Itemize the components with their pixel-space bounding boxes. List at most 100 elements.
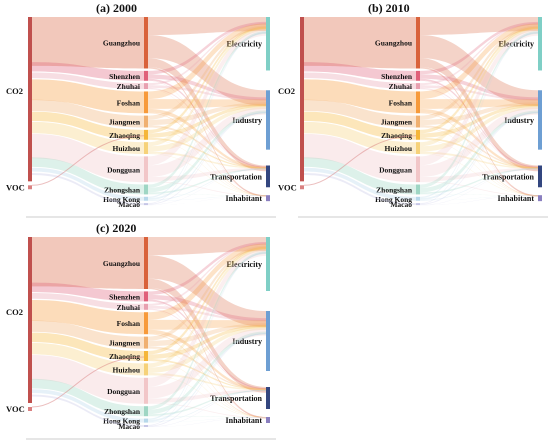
label-dongguan: Dongguan [107, 165, 141, 174]
flow-huizhou-industry [420, 105, 538, 152]
flow-co2-zhuhai [32, 72, 144, 90]
flow-zhongshan-inhabitant [420, 194, 538, 196]
label-transportation: Transportation [210, 172, 262, 181]
flow-co2-zhaoqing [32, 111, 144, 140]
label-foshan: Foshan [117, 319, 141, 328]
label-dongguan: Dongguan [107, 387, 141, 396]
label-inhabitant: Inhabitant [498, 194, 535, 203]
flow-zhaoqing-industry [148, 104, 266, 138]
flow-co2-zhongshan [32, 378, 144, 417]
flow-huizhou-transportation [148, 151, 266, 169]
label-shenzhen: Shenzhen [109, 292, 141, 301]
flow-guangzhou-industry [148, 35, 266, 106]
label-industry: Industry [232, 116, 262, 125]
node-zhaoqing [416, 129, 420, 140]
flow-guangzhou-electricity [420, 17, 538, 36]
flow-foshan-industry [148, 99, 266, 109]
node-jiangmen [144, 115, 148, 128]
label-macao: Macao [118, 422, 140, 431]
flow-co2-zhuhai [304, 72, 416, 90]
flow-huizhou-industry [148, 105, 266, 152]
label-foshan: Foshan [389, 98, 413, 107]
flow-shenzhen-industry [148, 294, 266, 322]
node-voc [28, 185, 32, 190]
label-co2: CO2 [6, 307, 23, 317]
panel-title-2010: (b) 2010 [368, 1, 410, 15]
label-industry: Industry [232, 337, 262, 346]
node-hong-kong [144, 196, 148, 201]
flow-co2-zhaoqing [304, 111, 416, 140]
node-zhuhai [144, 303, 148, 310]
flow-co2-guangzhou [304, 17, 416, 69]
flow-dongguan-transportation [420, 167, 538, 182]
node-macao [416, 203, 420, 206]
label-huizhou: Huizhou [384, 144, 412, 153]
node-hong-kong [144, 418, 148, 423]
flow-dongguan-inhabitant [420, 181, 538, 197]
flow-jiangmen-industry [148, 323, 266, 347]
label-zhaoqing: Zhaoqing [109, 352, 140, 361]
node-zhaoqing [144, 129, 148, 140]
flow-co2-huizhou [32, 121, 144, 155]
label-industry: Industry [504, 116, 534, 125]
label-co2: CO2 [6, 86, 23, 96]
label-electricity: Electricity [498, 40, 534, 49]
flow-dongguan-industry [148, 327, 266, 399]
panel-title-2000: (a) 2000 [96, 1, 137, 15]
flow-guangzhou-industry [148, 255, 266, 327]
flow-co2-huizhou [32, 342, 144, 376]
flow-dongguan-electricity [148, 248, 266, 387]
flow-voc [303, 135, 417, 186]
node-zhongshan [416, 184, 420, 195]
label-hong-kong: Hong Kong [103, 417, 140, 426]
flow-co2-foshan [32, 300, 144, 335]
flow-co2-foshan [32, 79, 144, 114]
flow-co2-shenzhen [304, 62, 416, 81]
node-zhaoqing [144, 351, 148, 361]
flow-co2-jiangmen [32, 320, 144, 349]
flow-hong-kong-inhabitant [148, 417, 266, 423]
node-hong-kong [416, 196, 420, 201]
node-huizhou [144, 363, 148, 376]
flow-dongguan-transportation [148, 389, 266, 404]
label-guangzhou: Guangzhou [103, 259, 140, 268]
label-jiangmen: Jiangmen [109, 339, 141, 348]
label-zhuhai: Zhuhai [117, 82, 140, 91]
flow-co2-jiangmen [304, 99, 416, 128]
node-guangzhou [144, 237, 148, 289]
flow-co2-hong-kong [32, 389, 144, 423]
flow-guangzhou-industry [420, 35, 538, 106]
node-shenzhen [416, 70, 420, 81]
flow-shenzhen-industry [420, 74, 538, 101]
label-transportation: Transportation [482, 172, 534, 181]
flow-co2-zhuhai [32, 293, 144, 310]
node-voc [300, 185, 304, 190]
node-inhabitant [538, 195, 542, 202]
label-zhuhai: Zhuhai [389, 82, 412, 91]
flow-co2-hong-kong [32, 167, 144, 201]
node-macao [144, 203, 148, 206]
flow-voc [31, 135, 145, 186]
label-shenzhen: Shenzhen [381, 72, 413, 81]
flow-foshan-industry [148, 319, 266, 330]
node-industry [266, 311, 270, 371]
flow-dongguan-transportation [148, 167, 266, 182]
label-hong-kong: Hong Kong [103, 195, 140, 204]
label-electricity: Electricity [226, 260, 262, 269]
flow-co2-macao [32, 173, 144, 206]
node-co2 [28, 17, 32, 182]
label-zhongshan: Zhongshan [376, 185, 413, 194]
node-foshan [144, 91, 148, 114]
node-guangzhou [416, 17, 420, 69]
flow-zhuhai-industry [420, 85, 538, 101]
flow-hong-kong-inhabitant [148, 195, 266, 201]
node-zhuhai [144, 83, 148, 90]
flow-zhongshan-inhabitant [148, 415, 266, 418]
flow-co2-zhaoqing [32, 332, 144, 361]
flow-zhongshan-inhabitant [148, 194, 266, 196]
label-inhabitant: Inhabitant [226, 416, 263, 425]
flow-co2-zhongshan [32, 157, 144, 195]
flow-zhuhai-industry [148, 305, 266, 322]
